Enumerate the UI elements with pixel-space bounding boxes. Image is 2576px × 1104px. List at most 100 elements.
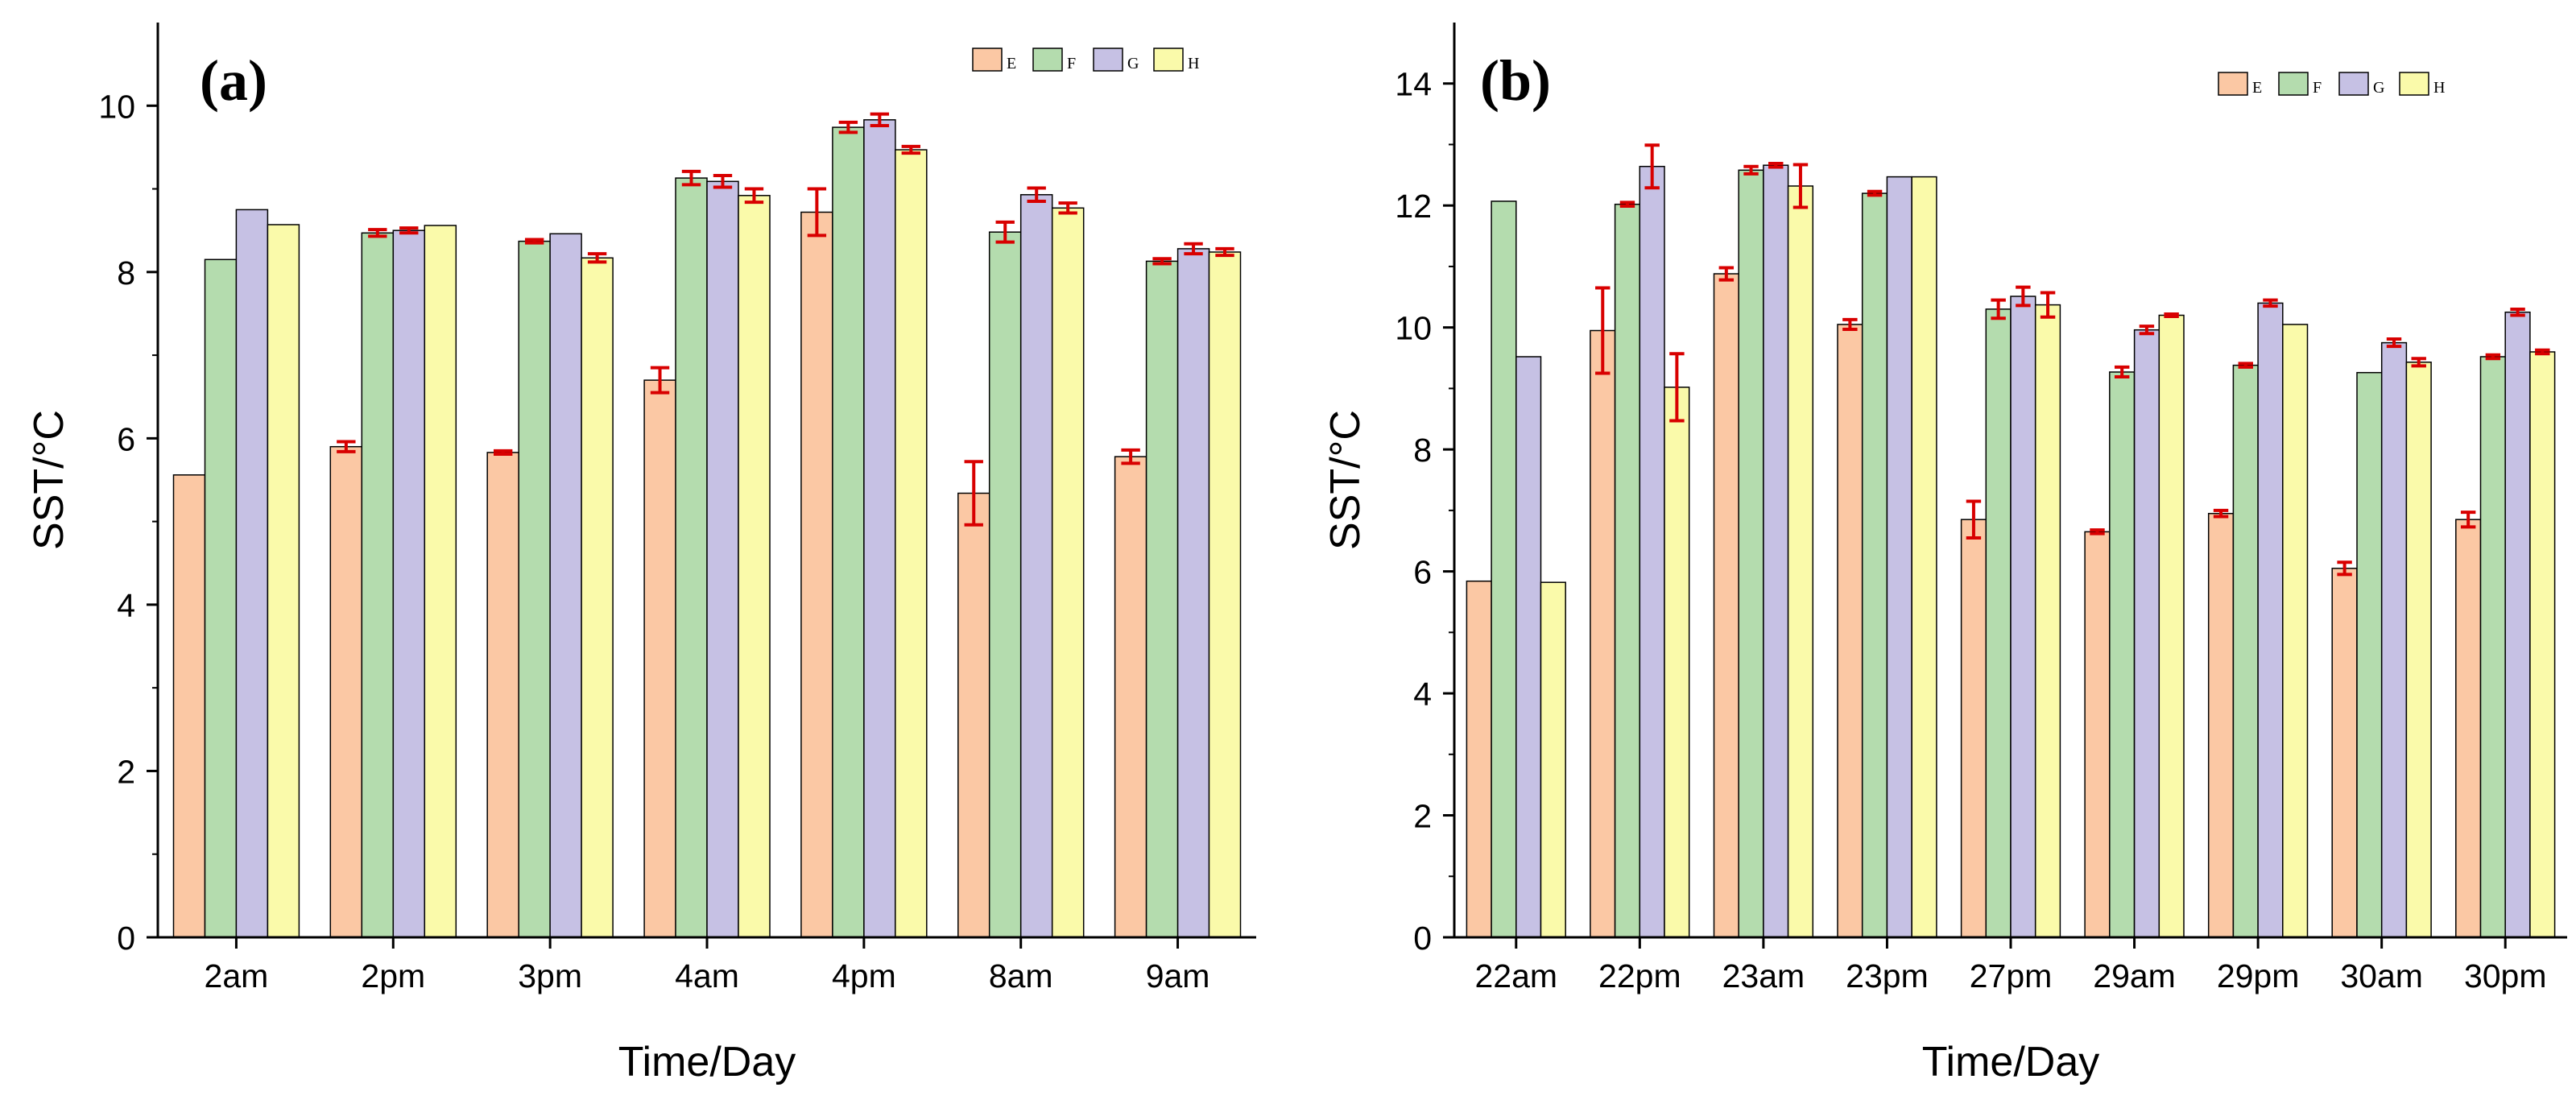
- error-bar-G-23am: [1768, 161, 1784, 169]
- bar-H-23am: [1787, 185, 1814, 938]
- error-bar-E-22pm: [1595, 286, 1611, 375]
- bar-H-30pm: [2529, 351, 2556, 938]
- bar-G-30pm: [2504, 311, 2531, 938]
- y-tick-label: 4: [117, 587, 135, 624]
- bar-F-29am: [2109, 371, 2136, 938]
- bar-F-22am: [1491, 201, 1517, 938]
- error-bar-F-27pm: [1991, 298, 2006, 320]
- bar-G-29pm: [2257, 302, 2284, 938]
- error-bar-E-30pm: [2460, 511, 2476, 529]
- bar-G-4pm: [863, 119, 896, 938]
- error-bar-F-8am: [995, 220, 1015, 244]
- bar-H-4am: [738, 195, 771, 938]
- bar-F-29pm: [2232, 364, 2259, 938]
- error-bar-E-29pm: [2213, 508, 2229, 519]
- error-bar-F-9am: [1152, 257, 1172, 266]
- error-bar-E-23pm: [1842, 317, 1858, 331]
- x-tick-label: 8am: [989, 957, 1053, 994]
- bar-E-9am: [1114, 456, 1147, 938]
- y-tick-label: 10: [1395, 310, 1432, 347]
- error-bar-E-4pm: [807, 187, 827, 238]
- bar-E-30am: [2331, 568, 2358, 938]
- error-bar-G-2pm: [399, 226, 419, 235]
- bar-G-29am: [2133, 329, 2160, 938]
- y-tick-label: 10: [98, 88, 135, 125]
- bar-G-2am: [235, 209, 269, 938]
- error-bar-E-4am: [650, 366, 670, 395]
- legend-swatch-G: [2338, 72, 2369, 96]
- error-bar-G-8am: [1027, 186, 1046, 204]
- x-tick-label: 23pm: [1846, 957, 1929, 994]
- error-bar-H-3pm: [587, 252, 607, 264]
- y-tick-label: 6: [1413, 554, 1432, 591]
- error-bar-E-2pm: [337, 440, 356, 453]
- bar-H-22pm: [1664, 387, 1690, 938]
- error-bar-F-23am: [1743, 164, 1759, 176]
- bar-G-9am: [1176, 248, 1210, 938]
- x-tick-label: 4pm: [832, 957, 896, 994]
- legend-label-G: G: [2373, 79, 2384, 97]
- bar-G-3pm: [549, 233, 582, 938]
- bar-H-8am: [1051, 207, 1085, 938]
- bar-F-23am: [1738, 169, 1764, 938]
- x-tick-label: 23am: [1722, 957, 1805, 994]
- bar-G-2pm: [392, 229, 426, 938]
- bar-H-4pm: [895, 149, 928, 938]
- y-tick-label: 14: [1395, 66, 1432, 103]
- bar-H-9am: [1208, 251, 1242, 938]
- y-tick-label: 0: [1413, 920, 1432, 957]
- error-bar-G-4pm: [870, 112, 890, 128]
- error-bar-H-30am: [2411, 357, 2426, 368]
- error-bar-G-22pm: [1644, 143, 1660, 190]
- legend-swatch-H: [1153, 48, 1184, 72]
- error-bar-E-30am: [2337, 560, 2352, 577]
- x-tick-label: 3pm: [518, 957, 582, 994]
- x-tick-label: 30pm: [2464, 957, 2547, 994]
- bar-G-22am: [1515, 356, 1542, 938]
- legend-label-G: G: [1127, 55, 1139, 72]
- error-bar-G-30am: [2386, 337, 2402, 349]
- bar-H-2pm: [424, 225, 457, 938]
- error-bar-E-9am: [1121, 448, 1140, 465]
- legend: E F G H: [2218, 72, 2445, 97]
- bar-E-8am: [957, 492, 990, 938]
- bar-E-22pm: [1590, 329, 1616, 938]
- bar-E-27pm: [1960, 519, 1987, 938]
- x-tick-label: 27pm: [1970, 957, 2053, 994]
- bar-F-9am: [1145, 260, 1179, 938]
- legend-swatch-E: [972, 48, 1003, 72]
- bar-G-23pm: [1886, 176, 1912, 938]
- error-bar-G-29pm: [2263, 298, 2278, 308]
- bar-F-30pm: [2479, 356, 2506, 938]
- bar-F-23pm: [1861, 192, 1888, 938]
- error-bar-H-8am: [1058, 201, 1077, 215]
- bar-E-29am: [2084, 531, 2111, 938]
- error-bar-G-4am: [713, 174, 733, 189]
- error-bar-G-30pm: [2510, 307, 2525, 317]
- bar-G-8am: [1019, 194, 1053, 938]
- bar-F-22pm: [1614, 203, 1641, 938]
- x-tick-label: 2pm: [361, 957, 425, 994]
- error-bar-E-3pm: [493, 449, 513, 456]
- bar-E-3pm: [486, 452, 519, 938]
- chart-panel-a: 0 2 4 6 8 10 2am 2pm 3pm 4am 4pm 8am 9am Time/Day SST/…: [26, 23, 1256, 1085]
- error-bar-G-27pm: [2016, 285, 2031, 308]
- legend-label-E: E: [1007, 55, 1016, 72]
- bar-F-27pm: [1985, 308, 2012, 938]
- error-bar-H-4am: [744, 187, 764, 205]
- error-bar-G-29am: [2139, 325, 2155, 336]
- error-bar-E-8am: [964, 460, 983, 527]
- x-tick-label: 9am: [1146, 957, 1210, 994]
- legend-label-F: F: [1067, 55, 1076, 72]
- error-bar-F-22pm: [1619, 201, 1635, 208]
- bar-E-4pm: [800, 211, 833, 938]
- error-bar-F-30pm: [2485, 353, 2501, 361]
- x-axis-title: Time/Day: [618, 1039, 796, 1085]
- legend: E F G H: [972, 48, 1199, 72]
- bar-H-29am: [2158, 314, 2185, 938]
- bar-G-4am: [706, 180, 739, 938]
- error-bar-H-22pm: [1669, 352, 1685, 423]
- bar-E-23pm: [1837, 324, 1863, 938]
- bar-E-2pm: [329, 445, 363, 938]
